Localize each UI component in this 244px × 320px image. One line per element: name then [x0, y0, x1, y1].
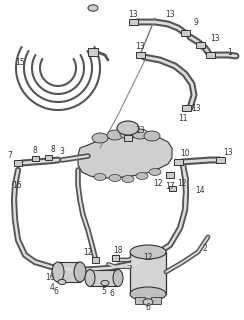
Text: 13: 13 — [191, 103, 201, 113]
Text: 15: 15 — [15, 58, 25, 67]
Polygon shape — [92, 257, 99, 263]
Polygon shape — [215, 157, 224, 163]
Ellipse shape — [88, 5, 98, 11]
Ellipse shape — [94, 173, 106, 180]
Text: 2: 2 — [203, 244, 207, 252]
Polygon shape — [78, 135, 172, 178]
Text: 13: 13 — [128, 10, 138, 19]
Polygon shape — [181, 30, 190, 36]
Ellipse shape — [92, 133, 108, 143]
Ellipse shape — [149, 169, 161, 175]
Ellipse shape — [120, 129, 136, 139]
Polygon shape — [14, 160, 22, 166]
Text: 8: 8 — [33, 146, 37, 155]
Polygon shape — [169, 186, 175, 190]
Text: 16: 16 — [12, 180, 22, 189]
Text: 10: 10 — [180, 148, 190, 157]
Text: 8: 8 — [51, 145, 55, 154]
Polygon shape — [31, 156, 39, 161]
Text: 16: 16 — [45, 274, 55, 283]
Text: 13: 13 — [210, 34, 220, 43]
Text: 5: 5 — [102, 287, 106, 297]
Ellipse shape — [130, 245, 166, 259]
Polygon shape — [166, 172, 174, 178]
Polygon shape — [58, 262, 80, 282]
Text: 12: 12 — [153, 179, 163, 188]
Polygon shape — [129, 19, 138, 25]
Ellipse shape — [107, 130, 123, 140]
Text: 12: 12 — [83, 247, 93, 257]
Polygon shape — [182, 105, 191, 111]
Ellipse shape — [117, 121, 139, 135]
Ellipse shape — [52, 262, 64, 282]
Text: 18: 18 — [113, 245, 123, 254]
Ellipse shape — [122, 175, 134, 182]
Ellipse shape — [143, 299, 153, 305]
Polygon shape — [44, 155, 51, 159]
Text: 13: 13 — [135, 42, 145, 51]
Text: 13: 13 — [165, 10, 175, 19]
Text: 9: 9 — [193, 18, 198, 27]
Polygon shape — [135, 52, 144, 58]
Text: 13: 13 — [135, 125, 145, 134]
Text: 7: 7 — [8, 150, 12, 159]
Ellipse shape — [113, 269, 123, 286]
Polygon shape — [88, 48, 98, 56]
Ellipse shape — [74, 262, 86, 282]
Ellipse shape — [109, 174, 121, 181]
Text: 6: 6 — [54, 287, 58, 297]
Text: 3: 3 — [60, 147, 64, 156]
Text: 12: 12 — [177, 179, 187, 188]
Text: 4: 4 — [50, 283, 54, 292]
Text: 13: 13 — [223, 148, 233, 156]
Polygon shape — [205, 52, 214, 58]
Polygon shape — [124, 135, 132, 141]
Polygon shape — [135, 297, 145, 304]
Text: 14: 14 — [195, 186, 205, 195]
Text: 1: 1 — [228, 47, 232, 57]
Ellipse shape — [130, 287, 166, 301]
Polygon shape — [173, 159, 183, 165]
Polygon shape — [130, 252, 166, 294]
Ellipse shape — [101, 280, 109, 285]
Polygon shape — [112, 255, 119, 261]
Ellipse shape — [132, 129, 148, 139]
Text: 6: 6 — [146, 303, 151, 313]
Ellipse shape — [136, 172, 148, 180]
Text: 17: 17 — [165, 181, 175, 190]
Text: 11: 11 — [178, 114, 188, 123]
Ellipse shape — [58, 279, 66, 284]
Polygon shape — [90, 270, 118, 286]
Ellipse shape — [85, 269, 95, 286]
Polygon shape — [195, 42, 204, 48]
Text: 12: 12 — [143, 253, 153, 262]
Text: 6: 6 — [110, 289, 114, 298]
Ellipse shape — [144, 131, 160, 141]
Polygon shape — [151, 297, 161, 304]
